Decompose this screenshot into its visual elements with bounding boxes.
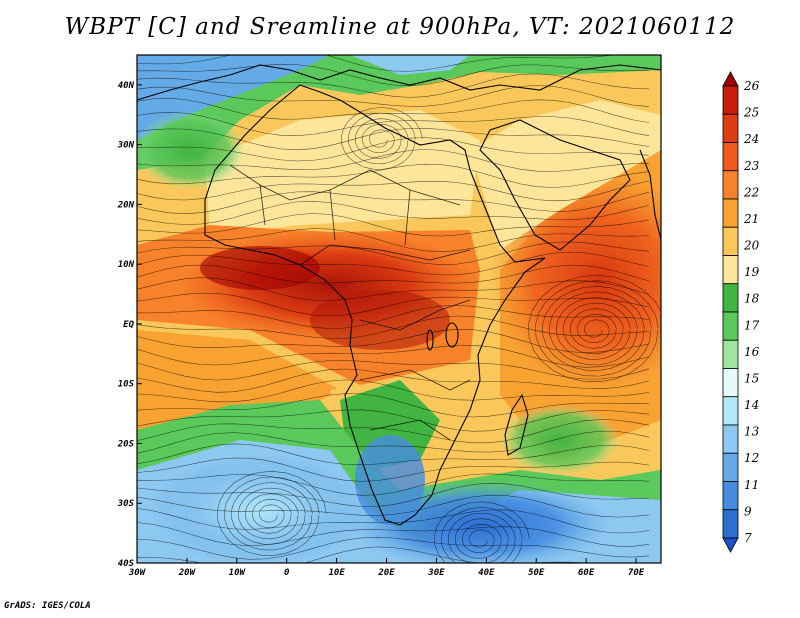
lon-tick-label: 20E <box>377 568 395 578</box>
colorbar-level-label: 21 <box>743 212 759 226</box>
colorbar-bottom-arrow <box>722 537 739 553</box>
lon-tick-label: 50E <box>528 568 545 578</box>
lon-tick-label: 70E <box>628 568 645 578</box>
colorbar-segment <box>722 311 739 341</box>
cool-core-southwest <box>150 455 370 563</box>
country-borders <box>229 164 471 441</box>
map-frame <box>136 54 662 564</box>
lon-tick-label: 10E <box>328 568 345 578</box>
lat-tick-label: 40S <box>118 559 135 569</box>
streamlines <box>137 55 661 563</box>
colorbar-segment <box>722 85 739 115</box>
lon-tick-label: 30W <box>128 568 147 578</box>
colorbar-level-label: 19 <box>744 265 760 279</box>
colorbar-level-label: 14 <box>744 398 759 412</box>
colorbar-segment <box>722 226 739 256</box>
colorbar-level-label: 17 <box>744 318 760 332</box>
colorbar-top-arrow <box>722 71 739 87</box>
lat-tick-label: 20N <box>117 200 135 210</box>
colorbar-level-label: 22 <box>743 185 759 199</box>
colorbar-segment <box>722 452 739 482</box>
lat-tick-label: 20S <box>117 439 135 449</box>
lat-tick-label: 40N <box>118 81 135 91</box>
lat-tick-label: 30S <box>117 499 135 509</box>
colorbar-level-label: 16 <box>744 345 760 359</box>
colorbar-segment <box>722 113 739 143</box>
wbpt-field <box>137 55 661 563</box>
colorbar-level-label: 11 <box>744 478 759 492</box>
colorbar-segment <box>722 424 739 454</box>
colorbar-segment <box>722 481 739 511</box>
colorbar-segment <box>722 198 739 228</box>
colorbar-level-label: 24 <box>743 132 759 146</box>
colorbar-level-label: 26 <box>743 79 760 93</box>
colorbar-level-label: 18 <box>744 292 760 306</box>
colorbar-level-label: 13 <box>744 425 760 439</box>
colorbar-segment <box>722 142 739 172</box>
colorbar-level-label: 9 <box>744 504 752 518</box>
lon-tick-label: 30E <box>427 568 445 578</box>
lon-tick-label: 0 <box>284 568 290 578</box>
lat-tick-label: 30N <box>117 141 135 151</box>
coastlines <box>137 64 661 526</box>
lon-tick-label: 60E <box>578 568 595 578</box>
colorbar-level-label: 23 <box>743 159 760 173</box>
colorbar-segment <box>722 368 739 398</box>
lon-tick-label: 40E <box>478 568 495 578</box>
lat-tick-label: EQ <box>123 320 134 330</box>
colorbar-level-label: 25 <box>743 106 759 120</box>
credit-label: GrADS: IGES/COLA <box>4 601 91 611</box>
colorbar: 26 25 24 23 22 21 20 19 18 17 16 15 14 13 12 11 9 7 <box>722 71 760 553</box>
lat-tick-label: 10S <box>118 380 135 390</box>
lon-tick-label: 20W <box>178 568 197 578</box>
chart-title: WBPT [C] and Sreamline at 900hPa, VT: 20… <box>64 14 736 40</box>
colorbar-segment <box>722 396 739 426</box>
colorbar-segment <box>722 339 739 369</box>
colorbar-segment <box>722 170 739 200</box>
colorbar-segment <box>722 283 739 313</box>
lon-tick-label: 10W <box>229 568 247 578</box>
colorbar-level-label: 20 <box>743 239 760 253</box>
lat-tick-label: 10N <box>118 260 135 270</box>
colorbar-segment <box>722 509 739 539</box>
colorbar-level-label: 12 <box>744 451 759 465</box>
colorbar-segment <box>722 255 739 285</box>
colorbar-level-label: 15 <box>744 371 759 385</box>
colorbar-level-label: 7 <box>744 531 752 545</box>
